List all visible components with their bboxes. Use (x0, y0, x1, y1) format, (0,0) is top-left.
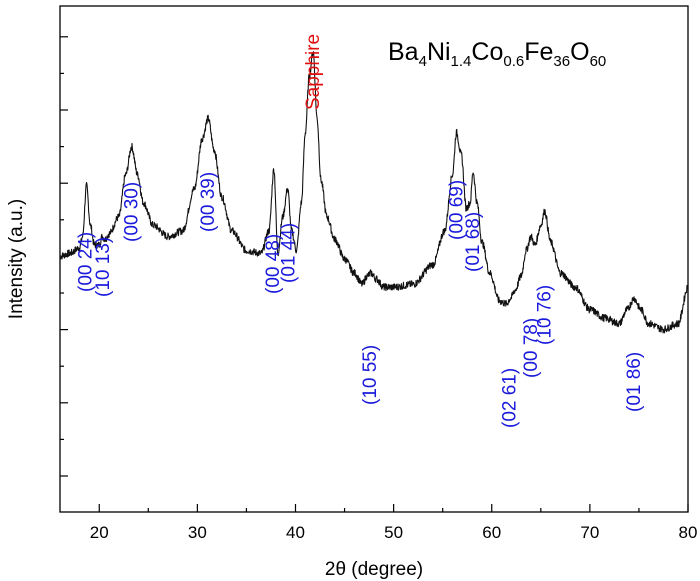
peak-label: (00 48) (263, 234, 284, 294)
formula-element: Fe (524, 38, 553, 66)
peak-label: (01 86) (624, 352, 645, 412)
peak-labels: (00 24)(10 13) (00 30) (00 39) (00 48)(01 4… (76, 34, 646, 428)
formula-element: Ba (388, 38, 419, 66)
formula-subscript: 1.4 (451, 53, 472, 70)
peak-label: (10 76) (535, 285, 556, 345)
peak-label: (02 61) (499, 368, 520, 428)
formula-subscript: 60 (590, 53, 607, 70)
peak-label: (00 78) (521, 318, 542, 378)
plot-frame (59, 5, 689, 513)
peak-label: (00 24) (76, 232, 97, 292)
x-tick-label: 80 (679, 523, 698, 542)
x-axis-title: 2θ (degree) (325, 559, 423, 580)
sample-formula: Ba4Ni1.4Co0.6Fe36O60 (388, 38, 606, 70)
peak-label: (10 13) (93, 237, 114, 297)
peak-label: (10 55) (360, 345, 381, 405)
plot-border (59, 5, 689, 513)
formula-subscript: 4 (419, 53, 427, 70)
y-axis-ticks (60, 36, 68, 477)
formula-element: O (570, 38, 589, 66)
x-tick-label: 50 (384, 523, 403, 542)
sapphire-label: Sapphire (303, 34, 324, 110)
x-tick-label: 20 (90, 523, 109, 542)
xrd-pattern-line (59, 51, 689, 334)
x-tick-label: 70 (580, 523, 599, 542)
peak-label: (00 30) (122, 182, 143, 242)
peak-label: (01 44) (279, 223, 300, 283)
formula-subscript: 0.6 (503, 53, 524, 70)
x-tick-label: 60 (482, 523, 501, 542)
peak-label: (00 39) (198, 172, 219, 232)
peak-label: (01 68) (463, 212, 484, 272)
x-axis-ticks: 20 30 40 50 60 70 80 (90, 504, 698, 542)
x-tick-label: 30 (188, 523, 207, 542)
formula-element: Ni (427, 38, 451, 66)
peak-label: (00 69) (446, 180, 467, 240)
x-tick-label: 40 (286, 523, 305, 542)
formula-subscript: 36 (553, 53, 570, 70)
y-axis-title: Intensity (a.u.) (6, 199, 27, 319)
formula-element: Co (471, 38, 503, 66)
